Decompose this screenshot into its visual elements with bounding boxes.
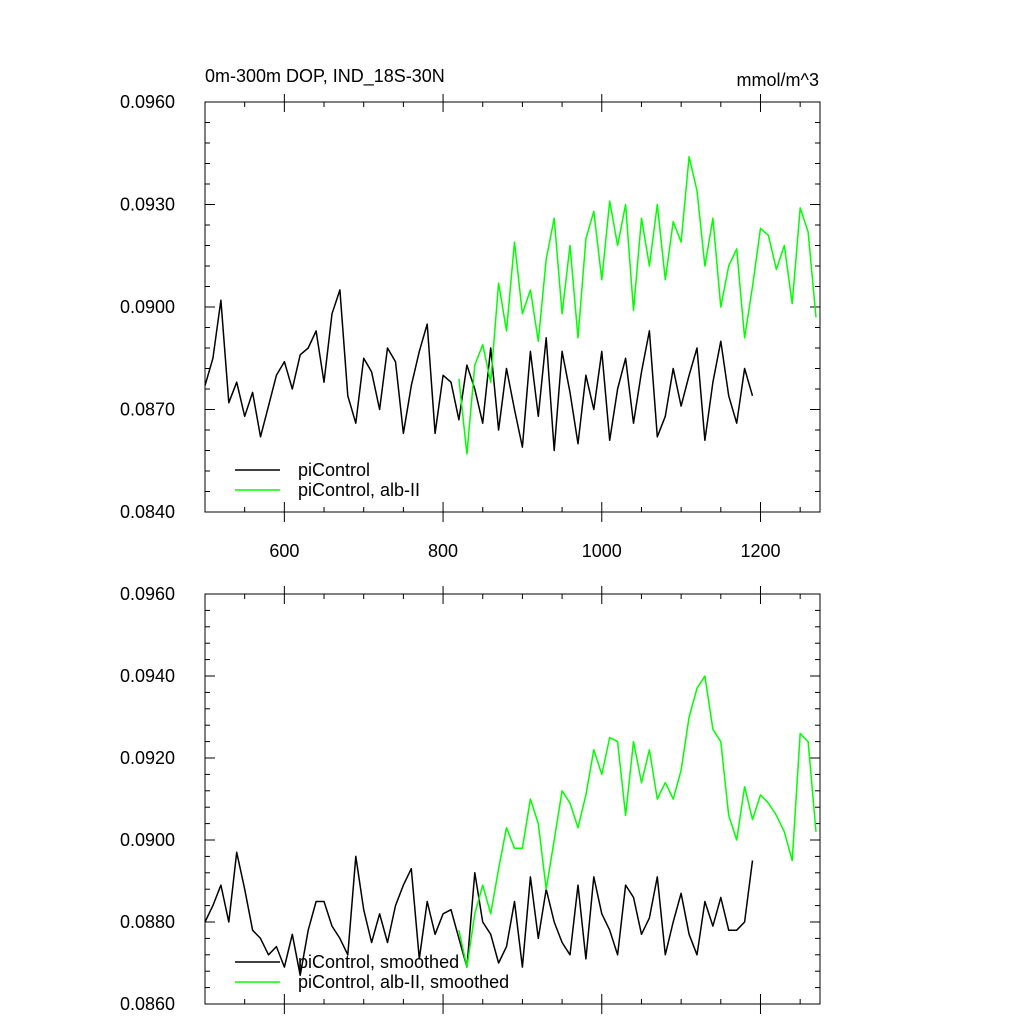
series-line-1 bbox=[458, 675, 817, 968]
y-tick-label: 0.0840 bbox=[120, 502, 175, 522]
plot-frame bbox=[204, 593, 821, 1005]
x-tick-label: 1000 bbox=[582, 541, 622, 561]
series-line-0 bbox=[204, 289, 754, 452]
y-tick-label: 0.0960 bbox=[120, 584, 175, 604]
y-tick-label: 0.0900 bbox=[120, 830, 175, 850]
series-line-1 bbox=[458, 155, 817, 455]
y-tick-label: 0.0880 bbox=[120, 912, 175, 932]
y-tick-label: 0.0960 bbox=[120, 92, 175, 112]
axis-ticks bbox=[204, 94, 820, 522]
y-tick-label: 0.0870 bbox=[120, 400, 175, 420]
y-tick-label: 0.0930 bbox=[120, 195, 175, 215]
legend-label: piControl, alb-II bbox=[298, 480, 420, 500]
series-lines bbox=[204, 675, 817, 977]
x-tick-label: 1200 bbox=[740, 541, 780, 561]
x-tick-labels: 600 800 1000 1200 bbox=[269, 541, 780, 561]
bottom-panel: 0.0860 0.0880 0.0900 0.0920 0.0940 0.0960 piC… bbox=[120, 584, 821, 1014]
y-tick-labels: 0.0840 0.0870 0.0900 0.0930 0.0960 bbox=[120, 92, 175, 522]
legend-label: piControl bbox=[298, 460, 370, 480]
axis-ticks bbox=[204, 586, 820, 1014]
legend-label: piControl, smoothed bbox=[298, 952, 459, 972]
chart-units: mmol/m^3 bbox=[737, 70, 819, 90]
top-panel: 0.0840 0.0870 0.0900 0.0930 0.0960 600 800 100… bbox=[120, 92, 821, 561]
x-tick-label: 600 bbox=[269, 541, 299, 561]
y-tick-label: 0.0860 bbox=[120, 994, 175, 1014]
plot-frame bbox=[204, 101, 821, 513]
y-tick-labels: 0.0860 0.0880 0.0900 0.0920 0.0940 0.0960 bbox=[120, 584, 175, 1014]
y-tick-label: 0.0940 bbox=[120, 666, 175, 686]
chart-title: 0m-300m DOP, IND_18S-30N bbox=[205, 66, 445, 87]
series-line-0 bbox=[204, 851, 754, 977]
x-tick-label: 800 bbox=[428, 541, 458, 561]
y-tick-label: 0.0920 bbox=[120, 748, 175, 768]
y-tick-label: 0.0900 bbox=[120, 297, 175, 317]
legend-label: piControl, alb-II, smoothed bbox=[298, 972, 509, 992]
series-lines bbox=[204, 155, 817, 455]
